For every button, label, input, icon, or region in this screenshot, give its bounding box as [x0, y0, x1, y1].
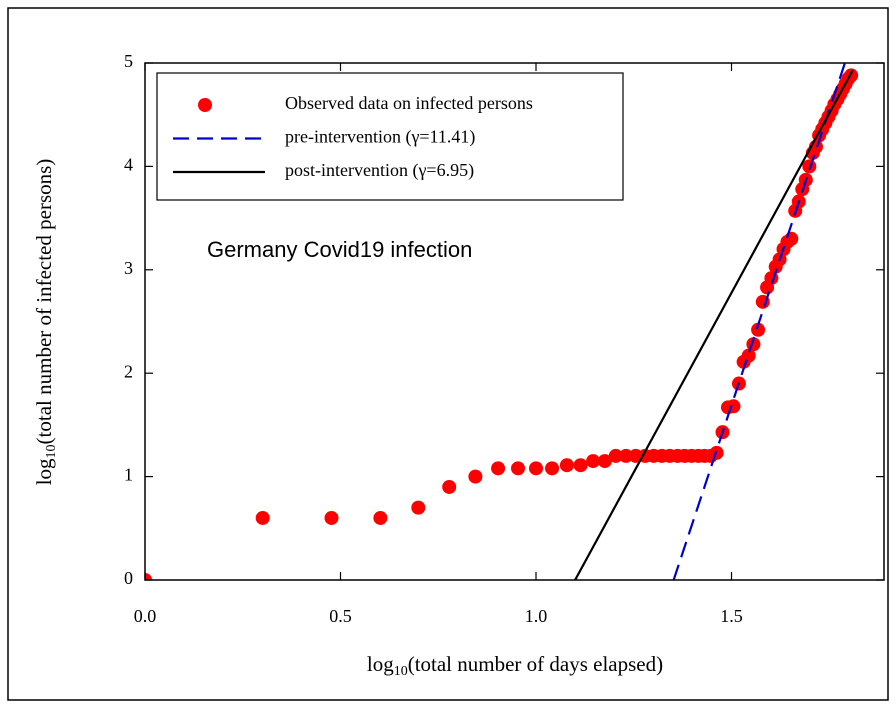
- data-point: [491, 461, 506, 476]
- y-tick-label: 1: [124, 465, 133, 485]
- data-point: [597, 454, 612, 469]
- legend-label: Observed data on infected persons: [285, 93, 533, 113]
- legend-box: [156, 72, 624, 201]
- x-tick-label: 0.5: [329, 606, 352, 626]
- data-point: [751, 322, 766, 337]
- y-axis-label: log10(total number of infected persons): [32, 159, 59, 486]
- x-tick-label: 1.0: [525, 606, 548, 626]
- data-point: [559, 458, 574, 473]
- data-point: [145, 573, 152, 580]
- x-axis-label: log10(total number of days elapsed): [367, 652, 663, 679]
- y-label-sub: 10: [44, 444, 59, 458]
- data-point: [802, 159, 817, 174]
- data-point: [373, 510, 388, 525]
- data-point: [618, 448, 633, 463]
- data-point: [573, 458, 588, 473]
- data-point: [442, 479, 457, 494]
- data-point: [411, 500, 426, 515]
- x-tick-label: 1.5: [720, 606, 743, 626]
- data-point: [255, 510, 270, 525]
- y-tick-label: 4: [124, 155, 133, 175]
- data-point: [586, 454, 601, 469]
- data-point: [608, 448, 623, 463]
- y-tick-label: 2: [124, 361, 133, 381]
- data-point: [741, 348, 756, 363]
- data-point: [529, 461, 544, 476]
- plot-frame: [144, 62, 885, 581]
- fit-line: [574, 69, 854, 580]
- y-label-text: (total number of infected persons): [32, 159, 56, 445]
- y-tick-label: 5: [124, 51, 133, 71]
- y-tick-label: 3: [124, 258, 133, 278]
- data-point: [511, 461, 526, 476]
- data-point: [784, 231, 799, 246]
- fit-line: [672, 63, 846, 580]
- data-point: [324, 510, 339, 525]
- x-label-prefix: log: [367, 652, 394, 676]
- x-label-sub: 10: [394, 664, 408, 679]
- y-label-prefix: log: [32, 458, 56, 485]
- x-tick-label: 0.0: [134, 606, 157, 626]
- legend-label: pre-intervention (γ=11.41): [285, 127, 475, 148]
- x-label-text: (total number of days elapsed): [408, 652, 663, 676]
- data-point: [545, 461, 560, 476]
- annotation: Germany Covid19 infection: [207, 237, 472, 262]
- outer-frame: [7, 7, 889, 701]
- data-point: [468, 469, 483, 484]
- legend-marker: [198, 98, 212, 112]
- legend-label: post-intervention (γ=6.95): [285, 160, 474, 181]
- y-tick-label: 0: [124, 568, 133, 588]
